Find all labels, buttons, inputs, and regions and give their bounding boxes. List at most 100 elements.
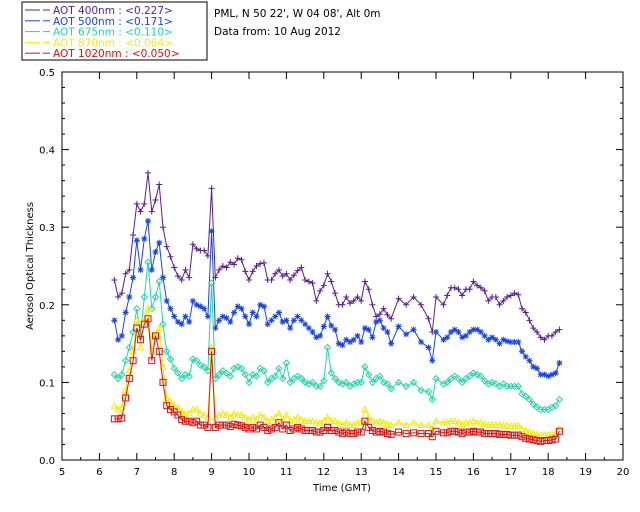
data-point: [515, 339, 522, 346]
data-point: [189, 297, 196, 304]
data-point: [358, 297, 365, 304]
data-point: [537, 437, 545, 445]
data-point: [552, 435, 560, 443]
data-point: [159, 224, 166, 231]
data-point: [443, 378, 451, 387]
data-point: [491, 421, 500, 428]
x-tick-label: 15: [430, 467, 443, 478]
data-point: [556, 326, 563, 333]
data-point: [144, 315, 152, 323]
station-info: PML, N 50 22', W 04 08', Alt 0m: [214, 8, 381, 20]
data-point: [294, 423, 302, 431]
legend-label: AOT 500nm : <0.171>: [53, 16, 173, 28]
data-point: [384, 328, 391, 335]
data-point: [323, 413, 332, 421]
data-point: [519, 348, 526, 355]
data-point: [387, 430, 395, 438]
data-point: [283, 317, 290, 324]
data-point: [118, 370, 126, 379]
data-point: [178, 416, 186, 424]
data-point: [320, 323, 327, 330]
data-date: Data from: 10 Aug 2012: [214, 26, 341, 38]
data-point: [521, 426, 530, 434]
data-point: [459, 292, 466, 299]
data-point: [417, 421, 425, 428]
data-point: [357, 428, 365, 436]
data-point: [313, 297, 320, 304]
data-point: [216, 317, 223, 324]
data-point: [470, 326, 477, 333]
data-point: [222, 369, 231, 377]
data-point: [477, 418, 485, 426]
data-point: [328, 278, 335, 285]
data-point: [541, 371, 548, 378]
data-point: [268, 276, 275, 283]
data-point: [252, 372, 261, 380]
data-point: [156, 181, 163, 188]
data-point: [395, 295, 402, 302]
data-point: [327, 427, 335, 435]
data-point: [481, 287, 488, 294]
data-point: [166, 355, 175, 363]
data-point: [338, 380, 347, 388]
data-point: [353, 418, 362, 426]
data-point: [256, 364, 264, 373]
data-point: [548, 436, 556, 444]
data-point: [403, 301, 410, 308]
data-point: [293, 372, 302, 380]
data-point: [500, 336, 507, 343]
data-point: [552, 328, 559, 335]
data-point: [185, 372, 193, 380]
data-point: [234, 255, 241, 262]
data-point: [118, 332, 125, 339]
data-point: [346, 430, 354, 438]
data-point: [522, 392, 530, 401]
data-point: [219, 367, 227, 375]
data-point: [155, 347, 163, 355]
data-point: [376, 317, 383, 324]
data-point: [477, 372, 485, 380]
data-point: [409, 378, 418, 387]
data-point: [283, 270, 290, 277]
data-point: [110, 415, 118, 423]
data-point: [334, 418, 343, 426]
data-point: [327, 417, 336, 425]
data-point: [522, 353, 529, 360]
data-point: [451, 427, 459, 435]
x-tick-label: 11: [280, 467, 293, 478]
data-point: [380, 305, 387, 312]
data-point: [343, 336, 350, 343]
y-axis-title: Aerosol Optical Thickness: [25, 202, 36, 330]
data-point: [256, 410, 265, 418]
data-point: [469, 369, 478, 377]
data-point: [133, 200, 140, 207]
data-point: [417, 430, 425, 438]
data-point: [241, 413, 250, 421]
data-point: [171, 313, 178, 320]
data-point: [537, 371, 544, 378]
data-point: [279, 425, 287, 433]
data-point: [484, 430, 492, 438]
data-point: [256, 421, 264, 429]
data-point: [394, 378, 403, 387]
data-point: [369, 301, 376, 308]
data-point: [204, 252, 211, 259]
data-point: [185, 417, 193, 425]
data-point: [260, 259, 267, 266]
data-point: [260, 413, 268, 421]
data-point: [129, 357, 137, 365]
data-point: [511, 339, 518, 346]
data-point: [511, 431, 519, 439]
data-point: [469, 427, 477, 435]
data-point: [354, 332, 361, 339]
data-point: [335, 340, 342, 347]
data-point: [474, 282, 481, 289]
data-point: [312, 418, 321, 426]
data-point: [346, 421, 354, 428]
data-point: [425, 344, 432, 351]
data-point: [447, 417, 455, 425]
data-point: [196, 409, 205, 417]
data-point: [477, 328, 484, 335]
data-point: [204, 423, 212, 431]
data-point: [219, 421, 227, 429]
